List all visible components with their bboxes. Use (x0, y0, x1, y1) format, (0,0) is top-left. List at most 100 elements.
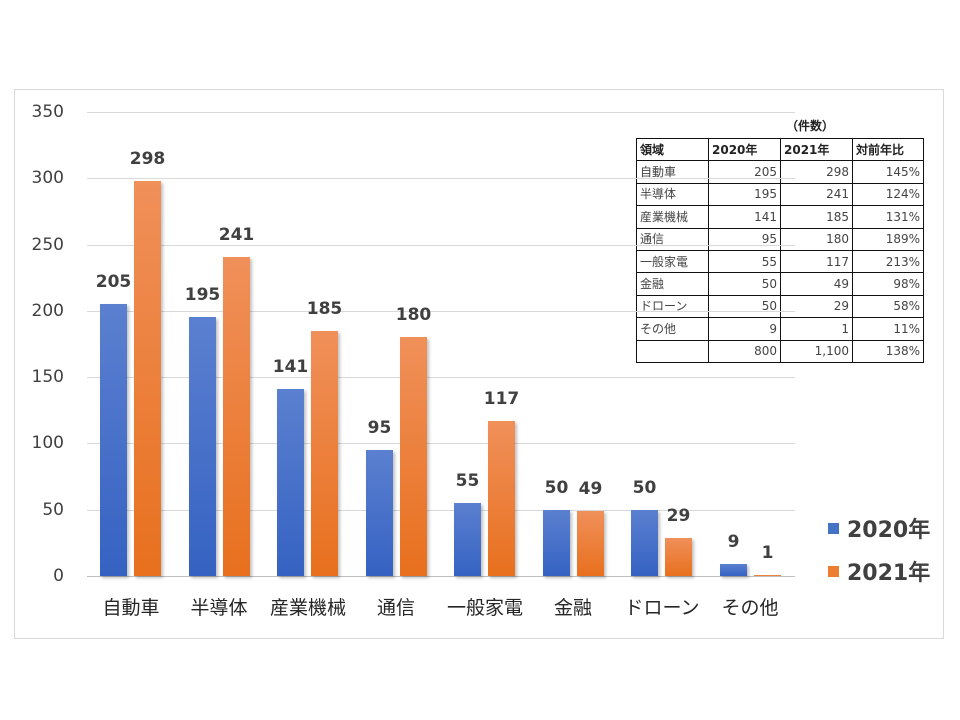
x-axis-category-label: その他 (721, 597, 779, 619)
table-row: その他 9 1 11% (636, 317, 924, 341)
table-header-cell: 2021年 (780, 137, 853, 162)
table-cell: 131% (852, 205, 924, 229)
bar-2021 (577, 511, 604, 576)
x-axis-category-label: 金融 (553, 597, 592, 619)
table-cell: 9 (708, 317, 781, 341)
bar-2021 (134, 180, 161, 576)
bar-2020 (454, 503, 481, 576)
y-axis-tick-label: 350 (31, 102, 64, 122)
table-cell: その他 (636, 317, 709, 341)
table-header-cell: 領域 (636, 137, 709, 162)
gridline (87, 245, 795, 246)
table-cell: 195 (708, 182, 781, 207)
y-axis-tick-label: 50 (42, 500, 64, 520)
data-label: 9 (727, 532, 740, 553)
table-row: 産業機械 141 185 131% (636, 205, 924, 229)
table-cell: 141 (708, 205, 781, 229)
bar-2020 (277, 389, 304, 576)
table-cell: 95 (708, 227, 781, 251)
table-cell: 298 (780, 160, 853, 184)
data-label: 141 (272, 357, 309, 378)
table-cell: 241 (780, 182, 853, 207)
table-cell: 145% (852, 160, 924, 184)
bar-2021 (488, 420, 515, 576)
table-cell: 50 (708, 272, 781, 296)
data-label: 95 (367, 418, 392, 439)
table-row: 自動車 205 298 145% (636, 160, 924, 184)
table-cell: 1,100 (780, 339, 853, 363)
bar-2021 (754, 574, 781, 576)
legend-item-2020: 2020年 (828, 512, 930, 544)
y-axis-tick-label: 250 (31, 235, 64, 255)
bar-2021 (665, 537, 692, 576)
bar-2020 (366, 450, 393, 576)
x-axis-category-label: 産業機械 (269, 597, 346, 619)
data-label: 50 (632, 477, 657, 498)
x-axis-category-label: 半導体 (190, 597, 248, 619)
table-cell: 50 (708, 294, 781, 319)
data-table: 領域 2020年 2021年 対前年比 自動車 205 298 145% 半導体 195 241 12… (636, 137, 924, 363)
legend-swatch-icon (828, 522, 839, 534)
table-row: 金融 50 49 98% (636, 272, 924, 296)
table-cell: 189% (852, 227, 924, 251)
legend-label: 2020年 (847, 518, 931, 543)
table-cell: ドローン (636, 294, 709, 319)
table-cell: 1 (780, 317, 853, 341)
y-axis-tick-label: 150 (31, 367, 64, 387)
table-cell: 205 (708, 160, 781, 184)
table-row: 一般家電 55 117 213% (636, 249, 924, 274)
table-cell: 98% (852, 272, 924, 296)
table-cell: 138% (852, 339, 924, 363)
table-cell (636, 339, 709, 363)
bar-2020 (189, 317, 216, 576)
table-cell: 49 (780, 272, 853, 296)
y-axis-tick-label: 0 (53, 566, 64, 586)
table-cell: 800 (708, 339, 781, 363)
gridline (87, 112, 795, 113)
table-cell: 117 (780, 249, 853, 274)
legend-item-2021: 2021年 (828, 555, 930, 587)
x-axis-category-label: 自動車 (102, 597, 160, 619)
bar-2020 (100, 304, 127, 576)
table-header-cell: 2020年 (708, 137, 781, 162)
bar-2021 (223, 256, 250, 576)
table-cell: 自動車 (636, 160, 709, 184)
y-axis-tick-label: 300 (31, 168, 64, 188)
gridline (87, 510, 795, 511)
data-label: 205 (95, 272, 132, 293)
bar-2021 (400, 337, 427, 576)
x-axis-category-label: 一般家電 (446, 597, 523, 619)
table-cell: 産業機械 (636, 205, 709, 229)
data-label: 55 (455, 471, 480, 492)
table-cell: 55 (708, 249, 781, 274)
gridline (87, 377, 795, 378)
x-axis-category-label: ドローン (624, 597, 700, 619)
table-cell: 11% (852, 317, 924, 341)
gridline (87, 311, 795, 312)
gridline (87, 178, 795, 179)
table-row: ドローン 50 29 58% (636, 294, 924, 319)
table-cell: 一般家電 (636, 249, 709, 274)
table-cell: 通信 (636, 227, 709, 251)
legend-label: 2021年 (847, 561, 931, 586)
table-cell: 124% (852, 182, 924, 207)
table-header-row: 領域 2020年 2021年 対前年比 (636, 137, 924, 162)
x-axis-line (87, 576, 795, 577)
table-row: 半導体 195 241 124% (636, 182, 924, 207)
x-axis-category-label: 通信 (376, 597, 415, 619)
table-cell: 58% (852, 294, 924, 319)
data-label: 195 (184, 285, 221, 306)
data-label: 49 (578, 479, 603, 500)
table-row: 通信 95 180 189% (636, 227, 924, 251)
y-axis-tick-label: 100 (31, 433, 64, 453)
table-cell: 180 (780, 227, 853, 251)
data-label: 180 (395, 305, 432, 326)
table-cell: 29 (780, 294, 853, 319)
table-cell: 金融 (636, 272, 709, 296)
data-label: 117 (483, 388, 520, 409)
legend-swatch-icon (828, 565, 839, 577)
table-unit-label: （件数） (786, 119, 835, 133)
table-cell: 213% (852, 249, 924, 274)
gridline (87, 443, 795, 444)
data-label: 241 (218, 224, 255, 245)
